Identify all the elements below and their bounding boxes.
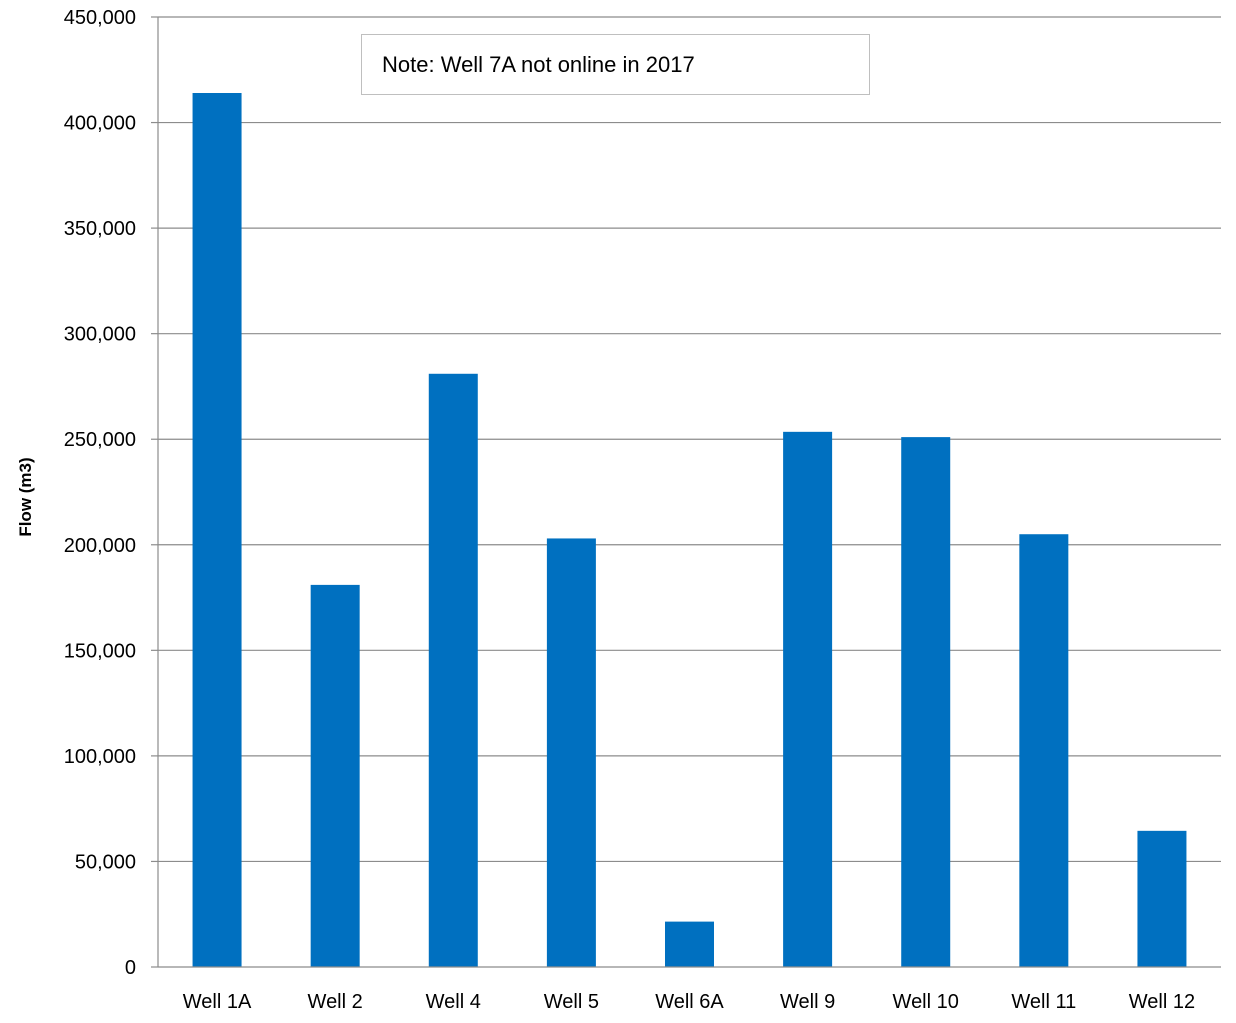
y-tick-label: 100,000 xyxy=(64,746,136,768)
bar xyxy=(783,431,833,967)
bar xyxy=(428,373,478,967)
bar xyxy=(1019,534,1069,967)
x-tick-label: Well 1A xyxy=(183,991,252,1013)
bar xyxy=(1137,830,1187,967)
x-tick-label: Well 9 xyxy=(780,991,835,1013)
y-tick-label: 150,000 xyxy=(64,640,136,662)
y-tick-label: 200,000 xyxy=(64,535,136,557)
bars xyxy=(192,93,1187,968)
bar xyxy=(192,93,242,967)
bar xyxy=(546,538,596,967)
x-tick-label: Well 10 xyxy=(893,991,959,1013)
y-tick-label: 400,000 xyxy=(64,113,136,135)
x-tick-label: Well 12 xyxy=(1129,991,1195,1013)
y-tick-label: 300,000 xyxy=(64,324,136,346)
bar xyxy=(665,921,714,967)
chart-annotation: Note: Well 7A not online in 2017 xyxy=(361,34,870,95)
x-tick-label: Well 5 xyxy=(544,991,599,1013)
bar xyxy=(310,584,360,967)
y-tick-label: 0 xyxy=(125,957,136,979)
x-tick-label: Well 6A xyxy=(655,991,724,1013)
y-tick-label: 250,000 xyxy=(64,429,136,451)
y-tick-label: 50,000 xyxy=(75,851,136,873)
y-axis-title: Flow (m3) xyxy=(16,457,35,536)
annotation-text: Note: Well 7A not online in 2017 xyxy=(382,51,695,77)
y-tick-label: 450,000 xyxy=(64,7,136,29)
axes xyxy=(151,16,1221,968)
x-tick-label: Well 2 xyxy=(308,991,363,1013)
bar xyxy=(901,437,951,968)
x-tick-labels: Well 1A Well 2 Well 4 Well 5 Well 6A Well 9 We… xyxy=(183,991,1195,1013)
y-tick-labels: 0 50,000 100,000 150,000 200,000 250,000 300,0… xyxy=(64,7,136,979)
y-tick-label: 350,000 xyxy=(64,218,136,240)
x-tick-label: Well 4 xyxy=(426,991,481,1013)
x-tick-label: Well 11 xyxy=(1011,991,1076,1013)
